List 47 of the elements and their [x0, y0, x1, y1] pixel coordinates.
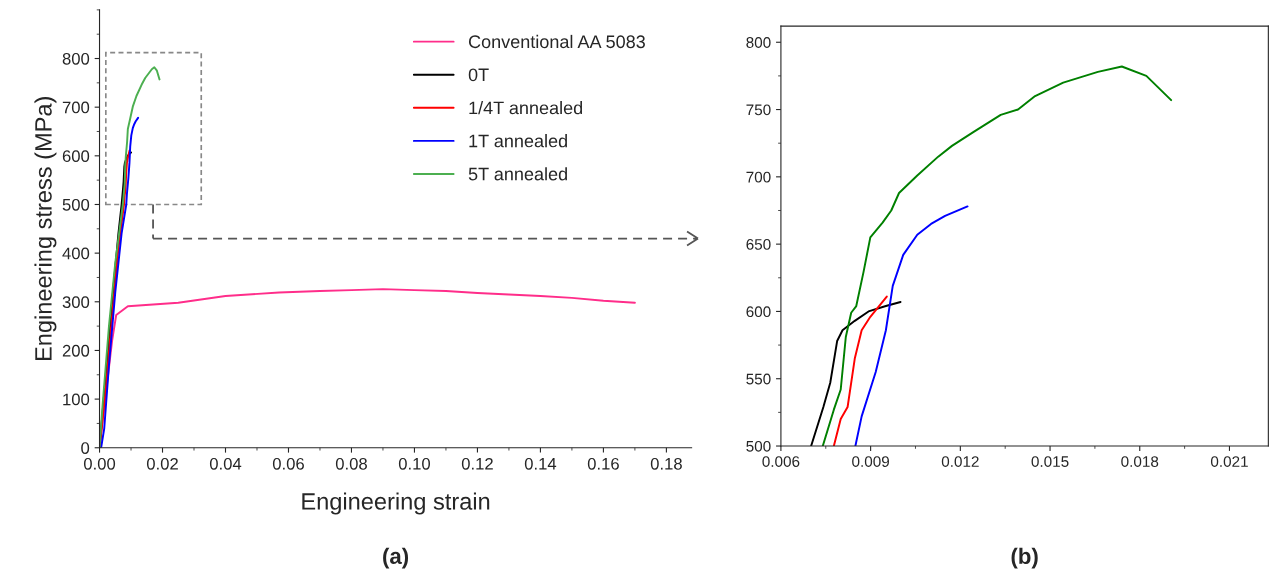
y-tick-label: 600: [746, 306, 771, 318]
y-tick-label: 700: [746, 171, 771, 183]
legend-label: 1T annealed: [469, 134, 567, 148]
y-tick-label: 400: [62, 247, 90, 260]
y-tick-label: 550: [746, 373, 771, 385]
x-tick-label: 0.04: [209, 457, 242, 470]
legend-label: 5T annealed: [468, 167, 567, 181]
legend-label: Conventional AA 5083: [468, 34, 645, 49]
x-tick-label: 0.02: [146, 457, 178, 470]
line-series: [810, 301, 902, 447]
x-tick-label: 0.021: [1210, 456, 1248, 467]
x-tick-label: 0.16: [587, 457, 619, 470]
x-tick-label: 0.08: [335, 457, 367, 470]
x-tick-label: 0.12: [461, 457, 493, 470]
line-series: [100, 116, 140, 448]
line-series: [99, 66, 161, 448]
y-tick-label: 200: [62, 344, 90, 357]
y-tick-label: 300: [62, 296, 90, 308]
line-series: [832, 295, 888, 447]
x-tick-label: 0.14: [524, 457, 557, 470]
x-tick-label: 0.009: [852, 456, 890, 467]
x-tick-label: 0.00: [83, 457, 116, 470]
line-series: [821, 65, 1173, 447]
x-tick-label: 0.018: [1121, 456, 1159, 467]
legend-label: 1/4T annealed: [469, 101, 583, 115]
line-series: [854, 205, 969, 447]
x-tick-label: 0.18: [650, 457, 682, 470]
y-axis-title: Engineering stress (MPa): [34, 97, 57, 361]
y-tick-label: 800: [62, 52, 90, 65]
x-tick-label: 0.015: [1031, 456, 1069, 467]
y-tick-label: 650: [746, 239, 771, 250]
x-tick-label: 0.006: [762, 456, 800, 467]
text: (b): [1011, 547, 1038, 569]
y-tick-label: 500: [62, 198, 90, 211]
x-tick-label: 0.10: [398, 457, 431, 470]
y-tick-label: 600: [62, 150, 90, 163]
y-tick-label: 100: [63, 393, 90, 406]
y-tick-label: 700: [62, 101, 90, 114]
x-tick-label: 0.06: [272, 457, 304, 470]
y-tick-label: 500: [746, 440, 771, 452]
x-tick-label: 0.012: [941, 456, 979, 467]
x-axis-title: Engineering strain: [302, 492, 490, 515]
y-tick-label: 800: [746, 37, 771, 48]
y-tick-label: 0: [81, 442, 90, 454]
y-tick-label: 750: [746, 104, 771, 116]
legend-label: 0T: [468, 68, 489, 82]
text: (a): [383, 547, 409, 569]
